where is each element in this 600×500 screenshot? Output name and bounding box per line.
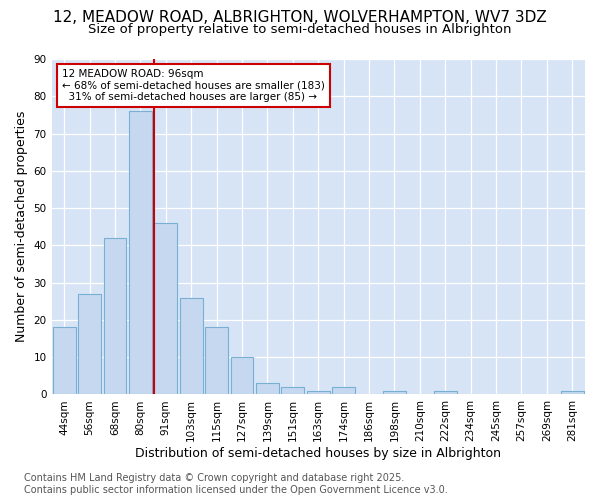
Y-axis label: Number of semi-detached properties: Number of semi-detached properties bbox=[15, 111, 28, 342]
Bar bbox=[53, 328, 76, 394]
Bar bbox=[104, 238, 127, 394]
Bar bbox=[205, 328, 228, 394]
Bar bbox=[281, 387, 304, 394]
Bar bbox=[561, 390, 584, 394]
Bar bbox=[180, 298, 203, 394]
Bar bbox=[154, 223, 177, 394]
X-axis label: Distribution of semi-detached houses by size in Albrighton: Distribution of semi-detached houses by … bbox=[135, 447, 501, 460]
Bar bbox=[78, 294, 101, 394]
Text: 12 MEADOW ROAD: 96sqm
← 68% of semi-detached houses are smaller (183)
  31% of s: 12 MEADOW ROAD: 96sqm ← 68% of semi-deta… bbox=[62, 69, 325, 102]
Bar bbox=[307, 390, 330, 394]
Bar bbox=[434, 390, 457, 394]
Bar bbox=[256, 384, 279, 394]
Text: Size of property relative to semi-detached houses in Albrighton: Size of property relative to semi-detach… bbox=[88, 22, 512, 36]
Bar bbox=[383, 390, 406, 394]
Bar bbox=[230, 357, 253, 395]
Bar bbox=[332, 387, 355, 394]
Text: 12, MEADOW ROAD, ALBRIGHTON, WOLVERHAMPTON, WV7 3DZ: 12, MEADOW ROAD, ALBRIGHTON, WOLVERHAMPT… bbox=[53, 10, 547, 25]
Text: Contains HM Land Registry data © Crown copyright and database right 2025.
Contai: Contains HM Land Registry data © Crown c… bbox=[24, 474, 448, 495]
Bar bbox=[129, 111, 152, 395]
